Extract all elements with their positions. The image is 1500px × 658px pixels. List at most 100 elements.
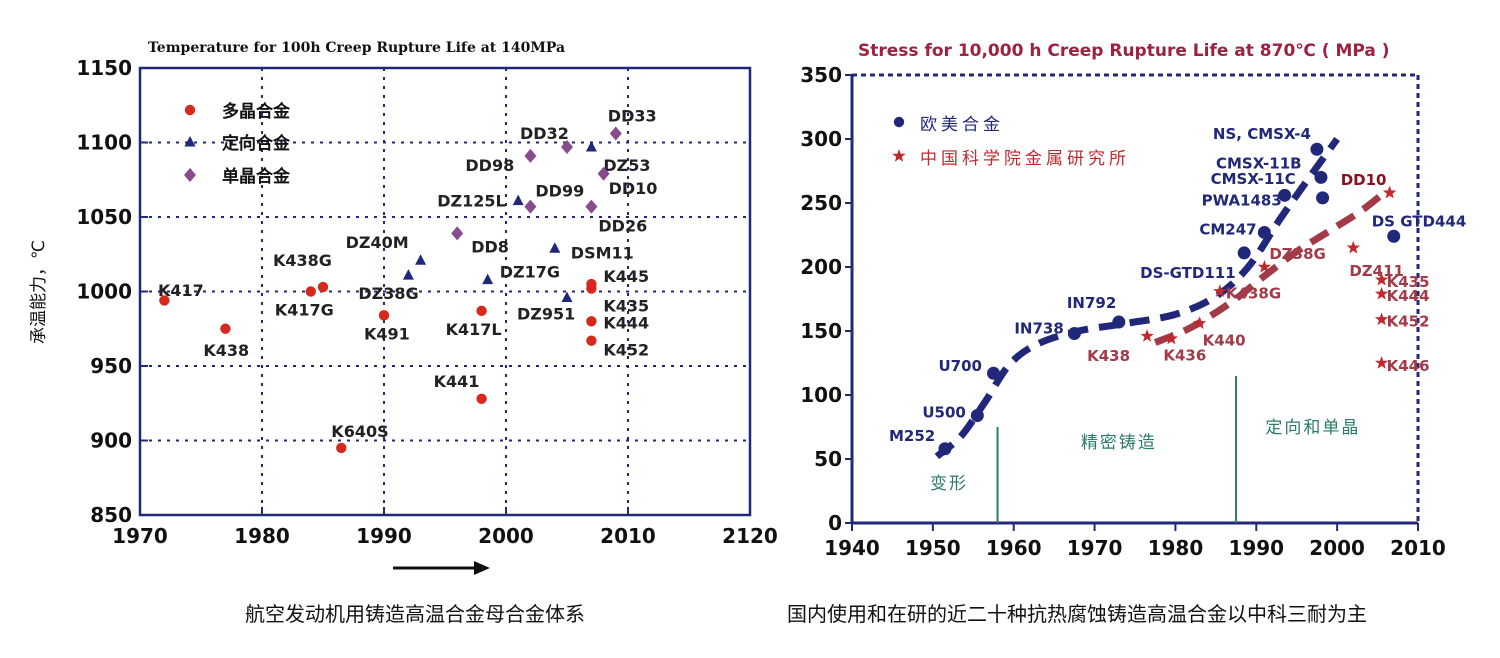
- left-data-label: DZ40M: [346, 233, 409, 252]
- left-data-point: [549, 242, 561, 253]
- left-data-label: K417L: [446, 320, 502, 339]
- right-data-point: [1375, 272, 1389, 286]
- left-data-point: [586, 316, 597, 327]
- right-data-label: PWA1483: [1202, 191, 1282, 209]
- right-data-label: DS-GTD111: [1140, 264, 1236, 282]
- left-data-point: [482, 273, 494, 285]
- right-data-label: K444: [1387, 287, 1430, 305]
- left-data-point: [561, 291, 573, 302]
- right-data-label: NS, CMSX-4: [1213, 125, 1311, 143]
- right-data-point: [1257, 260, 1271, 273]
- left-data-label: DZ38G: [358, 284, 418, 303]
- left-y-tick-label: 850: [90, 503, 132, 527]
- left-data-label: K452: [603, 341, 649, 360]
- left-chart-title: Temperature for 100h Creep Rupture Life …: [148, 40, 565, 56]
- right-data-label: K440: [1203, 331, 1246, 349]
- left-x-tick-label: 2120: [722, 524, 778, 548]
- left-legend-marker: [184, 168, 196, 182]
- right-data-point: [1278, 188, 1292, 202]
- right-chart-title: Stress for 10,000 h Creep Rupture Life a…: [858, 41, 1390, 61]
- right-data-label: DZ38G: [1269, 245, 1326, 263]
- right-data-label: K435: [1387, 273, 1430, 291]
- right-legend-label: 欧美合金: [920, 115, 1004, 135]
- left-data-point: [317, 281, 329, 293]
- right-data-label: IN792: [1067, 294, 1116, 312]
- left-y-tick-label: 950: [90, 354, 132, 378]
- left-data-label: DD8: [471, 237, 509, 256]
- right-data-label: CMSX-11B: [1216, 154, 1302, 172]
- left-data-point: [415, 254, 427, 265]
- right-data-label: DS GTD444: [1372, 212, 1467, 230]
- right-data-label: K436: [1163, 347, 1206, 365]
- right-data-point: [1213, 284, 1227, 297]
- left-data-label: DZ53: [603, 156, 650, 175]
- right-y-tick-label: 0: [828, 511, 842, 535]
- right-data-label: DZ411: [1349, 262, 1404, 280]
- right-data-label: M252: [889, 427, 935, 445]
- right-y-tick-label: 150: [800, 319, 842, 343]
- right-data-label: U500: [922, 403, 966, 421]
- left-data-label: DD26: [598, 217, 647, 236]
- right-region-label: 精密铸造: [1081, 433, 1157, 453]
- right-x-tick-label: 2010: [1390, 536, 1446, 560]
- right-data-point: [1257, 225, 1271, 239]
- left-data-point: [476, 393, 487, 404]
- left-data-point: [597, 166, 610, 181]
- right-data-label: K438G: [1226, 284, 1281, 302]
- right-data-point: [1237, 246, 1251, 260]
- right-data-label: IN738: [1014, 320, 1063, 338]
- left-data-label: DZ951: [517, 304, 575, 323]
- right-data-point: [1375, 312, 1389, 326]
- right-data-point: [987, 366, 1000, 380]
- left-data-label: K438G: [273, 251, 332, 270]
- right-legend-label: 中国科学院金属研究所: [920, 149, 1130, 169]
- right-y-tick-label: 50: [814, 447, 842, 471]
- right-data-point: [1375, 286, 1389, 300]
- left-data-point: [451, 226, 464, 241]
- left-y-tick-label: 1050: [76, 205, 132, 229]
- left-data-point: [524, 199, 537, 214]
- right-data-point: [1164, 331, 1178, 345]
- right-data-point: [1193, 316, 1207, 329]
- left-data-label: DSM11: [571, 243, 634, 262]
- left-data-point: [524, 148, 537, 163]
- right-x-tick-label: 1980: [1148, 536, 1204, 560]
- left-data-point: [561, 139, 573, 154]
- left-data-point: [378, 310, 390, 321]
- left-data-label: DD10: [609, 179, 658, 198]
- left-data-point: [402, 269, 414, 280]
- left-data-point: [305, 286, 316, 297]
- left-y-tick-label: 1100: [76, 131, 132, 155]
- left-data-point: [609, 126, 622, 141]
- right-data-point: [1375, 356, 1389, 369]
- left-data-label: K491: [364, 324, 410, 343]
- right-x-tick-label: 1950: [905, 536, 961, 560]
- left-y-axis-label: 承温能力，℃: [29, 240, 49, 344]
- right-data-point: [1387, 229, 1401, 243]
- right-data-label: U700: [939, 357, 983, 375]
- right-legend-marker: [893, 116, 905, 128]
- right-legend-marker: [892, 149, 906, 162]
- right-data-point: [1346, 240, 1360, 254]
- left-legend-label: 多晶合金: [222, 101, 291, 122]
- left-data-point: [220, 323, 231, 334]
- right-data-label: K446: [1387, 357, 1430, 375]
- right-data-label: K452: [1387, 312, 1430, 330]
- left-data-label: DD99: [535, 182, 584, 201]
- left-data-point: [586, 283, 597, 294]
- right-data-label: K438: [1087, 347, 1130, 365]
- right-trend-line: [934, 136, 1340, 460]
- right-region-label: 变形: [930, 474, 968, 494]
- left-data-point: [159, 295, 170, 306]
- right-y-tick-label: 250: [800, 191, 842, 215]
- left-data-label: K441: [434, 372, 480, 391]
- right-x-tick-label: 1940: [824, 536, 880, 560]
- right-data-point: [938, 442, 952, 456]
- left-legend-marker: [184, 104, 196, 116]
- left-data-label: K417: [158, 281, 204, 300]
- left-data-point: [586, 335, 597, 346]
- left-data-label: K438: [203, 341, 249, 360]
- left-data-label: K444: [603, 313, 649, 332]
- left-data-label: K445: [603, 267, 649, 286]
- left-data-label: K640S: [331, 422, 388, 441]
